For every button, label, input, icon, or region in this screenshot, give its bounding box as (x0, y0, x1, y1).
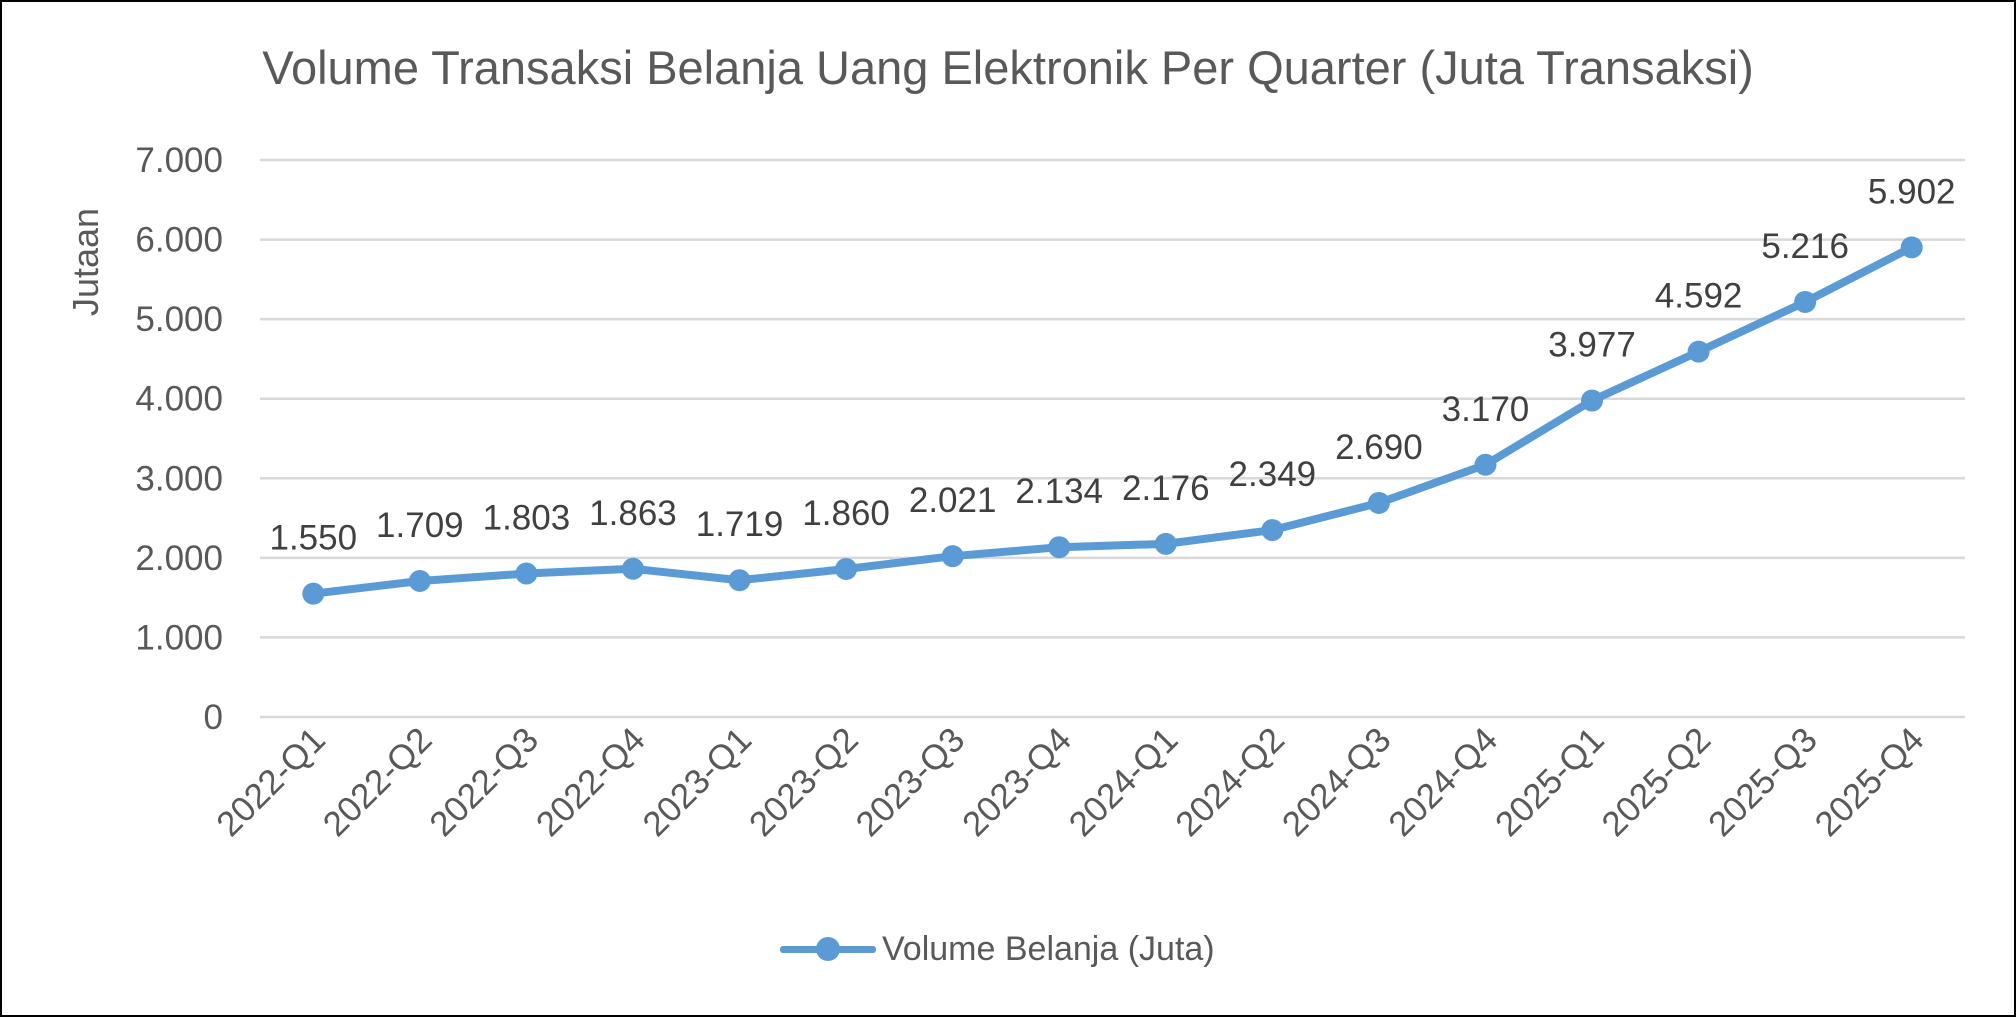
data-point (1154, 532, 1177, 555)
data-label: 4.592 (1655, 277, 1743, 316)
y-tick-label: 7.000 (135, 141, 223, 180)
data-label: 2.349 (1229, 455, 1317, 494)
x-tick-label: 2024-Q2 (1168, 720, 1292, 844)
data-label: 2.134 (1015, 472, 1103, 511)
data-label: 3.977 (1548, 326, 1636, 365)
y-tick-label: 0 (204, 698, 223, 737)
data-label: 1.709 (376, 506, 464, 545)
x-tick-label: 2024-Q1 (1062, 720, 1186, 844)
data-point (1687, 340, 1710, 363)
y-tick-label: 4.000 (135, 380, 223, 419)
legend: Volume Belanja (Juta) (780, 925, 1215, 973)
x-tick-label: 2023-Q2 (742, 720, 866, 844)
data-label: 1.863 (589, 494, 677, 533)
data-label: 5.902 (1868, 172, 1956, 211)
data-point (1474, 453, 1497, 476)
data-label: 2.690 (1335, 428, 1423, 467)
data-label: 5.216 (1761, 227, 1849, 266)
series-layer (302, 236, 1923, 605)
legend-swatch-line-marker (780, 925, 876, 973)
legend-marker (816, 937, 840, 961)
data-point (1581, 389, 1604, 412)
x-tick-label: 2025-Q3 (1701, 720, 1825, 844)
x-tick-label: 2024-Q4 (1381, 720, 1505, 844)
chart-title: Volume Transaksi Belanja Uang Elektronik… (262, 41, 1754, 94)
data-point (941, 545, 964, 568)
x-axis-ticks: 2022-Q12022-Q22022-Q32022-Q42023-Q12023-… (209, 720, 1931, 844)
data-label: 1.719 (696, 505, 784, 544)
y-tick-label: 6.000 (135, 221, 223, 260)
x-tick-label: 2022-Q3 (422, 720, 546, 844)
y-tick-label: 1.000 (135, 618, 223, 657)
gridlines (260, 158, 1965, 719)
legend-label: Volume Belanja (Juta) (882, 929, 1215, 968)
y-tick-label: 2.000 (135, 539, 223, 578)
data-point (302, 582, 325, 605)
x-tick-label: 2025-Q1 (1488, 720, 1612, 844)
data-point (408, 570, 431, 593)
data-point (1367, 491, 1390, 514)
data-label: 1.803 (483, 499, 571, 538)
x-tick-label: 2025-Q4 (1807, 720, 1931, 844)
data-point (728, 569, 751, 592)
data-point (515, 562, 538, 585)
x-tick-label: 2022-Q4 (529, 720, 653, 844)
x-tick-label: 2022-Q2 (316, 720, 440, 844)
y-tick-label: 3.000 (135, 459, 223, 498)
x-tick-label: 2023-Q4 (955, 720, 1079, 844)
y-axis-ticks: 0 1.000 2.000 3.000 4.000 5.000 6.000 7.000 (135, 141, 223, 737)
x-tick-label: 2025-Q2 (1594, 720, 1718, 844)
data-point (621, 557, 644, 580)
data-point (1794, 290, 1817, 313)
x-tick-label: 2023-Q3 (848, 720, 972, 844)
data-labels: 1.550 1.709 1.803 1.863 1.719 1.860 2.021 2.134… (269, 172, 1955, 557)
x-tick-label: 2022-Q1 (209, 720, 333, 844)
data-label: 1.550 (269, 519, 357, 558)
data-label: 1.860 (802, 494, 890, 533)
data-label: 3.170 (1442, 390, 1530, 429)
data-label: 2.021 (909, 481, 997, 520)
x-tick-label: 2024-Q3 (1275, 720, 1399, 844)
data-point (1261, 519, 1284, 542)
x-tick-label: 2023-Q1 (635, 720, 759, 844)
data-point (1048, 536, 1071, 559)
series-line (309, 243, 1916, 598)
data-label: 2.176 (1122, 469, 1210, 508)
data-point (835, 557, 858, 580)
y-tick-label: 5.000 (135, 300, 223, 339)
data-point (1900, 236, 1923, 259)
